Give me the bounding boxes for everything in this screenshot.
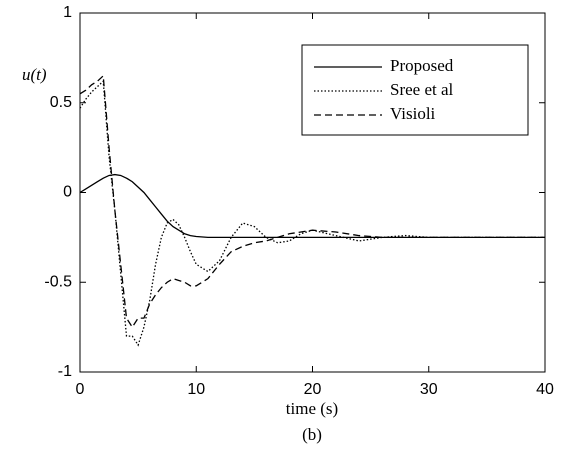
- caption: (b): [302, 425, 322, 444]
- y-tick-label: 0: [63, 184, 72, 201]
- legend-box: [301, 44, 529, 136]
- y-tick-label: 0.5: [50, 94, 72, 111]
- x-tick-label: 0: [76, 381, 85, 398]
- legend-label: Visioli: [390, 104, 436, 123]
- x-tick-label: 10: [187, 381, 205, 398]
- y-axis-label: u(t): [22, 65, 47, 84]
- y-tick-label: 1: [63, 4, 72, 21]
- legend-label: Sree et al: [390, 80, 454, 99]
- series-line: [79, 79, 545, 347]
- x-tick-label: 20: [304, 381, 322, 398]
- legend-label: Proposed: [390, 56, 454, 75]
- series-line: [79, 74, 545, 329]
- y-tick-label: -0.5: [44, 273, 72, 290]
- series-line: [79, 173, 545, 239]
- x-tick-label: 30: [420, 381, 438, 398]
- x-axis-label: time (s): [286, 399, 338, 418]
- x-tick-label: 40: [536, 381, 554, 398]
- y-tick-label: -1: [58, 363, 72, 380]
